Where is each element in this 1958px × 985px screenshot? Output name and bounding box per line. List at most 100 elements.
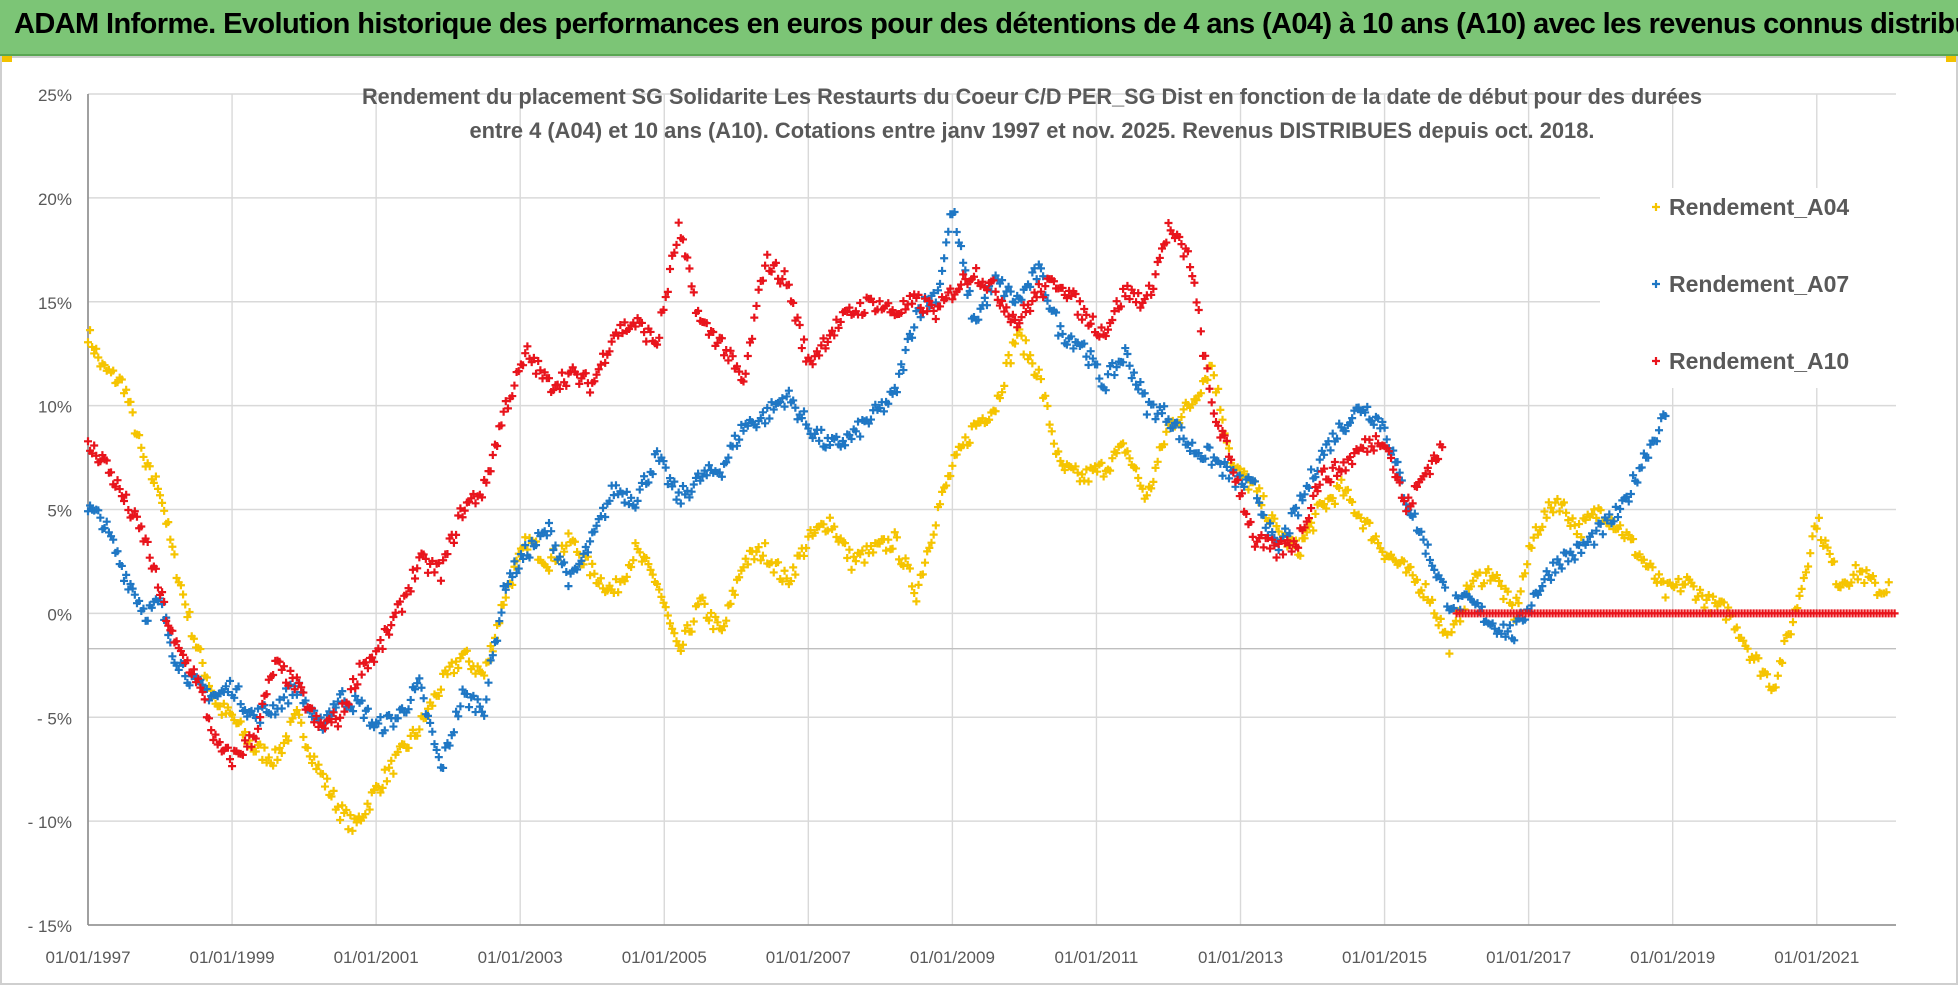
series-point: [972, 264, 981, 273]
series-point: [258, 699, 267, 708]
series-point: [1259, 492, 1268, 501]
series-point: [756, 556, 765, 565]
series-point: [352, 818, 361, 827]
series-point: [995, 394, 1004, 403]
series-point: [1339, 491, 1348, 500]
series-point: [1125, 295, 1134, 304]
series-point: [936, 500, 945, 509]
series-point: [436, 685, 445, 694]
series-point: [573, 565, 582, 574]
series-point: [357, 696, 366, 705]
series-point: [1629, 471, 1638, 480]
series-point: [1882, 588, 1891, 597]
series-point: [454, 511, 463, 520]
series-point: [1445, 649, 1454, 658]
series-point: [1080, 305, 1089, 314]
series-point: [769, 405, 778, 414]
series-point: [100, 361, 109, 370]
series-point: [704, 461, 713, 470]
series-point: [821, 443, 830, 452]
series-point: [1164, 219, 1173, 228]
series-point: [1549, 558, 1558, 567]
series-point: [1339, 458, 1348, 467]
series-point: [1121, 344, 1130, 353]
series-point: [1158, 409, 1166, 418]
series-point: [1155, 253, 1164, 262]
series-point: [663, 480, 672, 489]
series-point: [94, 506, 103, 515]
series-point: [1544, 571, 1553, 580]
series-point: [164, 518, 173, 527]
series-point: [1261, 523, 1270, 532]
series-point: [88, 449, 97, 458]
series-point: [806, 526, 815, 535]
series-point: [1266, 519, 1275, 528]
series-point: [1188, 400, 1197, 409]
series-point: [825, 513, 834, 522]
series-point: [1205, 443, 1214, 452]
series-point: [1116, 302, 1125, 311]
series-point: [395, 597, 404, 606]
series-point: [1356, 514, 1365, 523]
series-point: [1201, 351, 1210, 360]
series-point: [432, 745, 441, 754]
series-point: [1592, 526, 1601, 535]
series-point: [363, 664, 372, 673]
series-point: [620, 498, 629, 507]
series-point: [590, 527, 599, 536]
series-point: [780, 566, 789, 575]
series-point: [465, 657, 474, 666]
series-point: [1358, 444, 1367, 453]
series-point: [102, 517, 111, 526]
series-point: [1646, 440, 1655, 449]
series-point: [1209, 409, 1218, 418]
series-point: [942, 481, 951, 490]
series-point: [1294, 543, 1303, 552]
series-point: [98, 451, 107, 460]
series-point: [312, 711, 321, 720]
series-point: [1162, 427, 1171, 436]
y-tick-label: - 10%: [28, 813, 72, 832]
series-point: [521, 541, 530, 550]
series-point: [1315, 455, 1324, 464]
series-point: [1168, 423, 1177, 432]
series-point: [1041, 282, 1050, 291]
series-point: [1419, 535, 1428, 544]
series-point: [398, 607, 407, 616]
series-point: [1689, 582, 1698, 591]
series-point: [323, 774, 332, 783]
series-point: [122, 490, 131, 499]
series-point: [1884, 578, 1893, 587]
series-point: [109, 535, 118, 544]
series-point: [653, 579, 662, 588]
series-point: [1709, 592, 1718, 601]
series-point: [545, 518, 554, 527]
series-point: [1421, 580, 1430, 589]
series-point: [1890, 609, 1899, 618]
series-point: [439, 556, 448, 565]
series-point: [404, 743, 413, 752]
series-point: [908, 299, 917, 308]
series-point: [631, 503, 640, 512]
series-point: [726, 599, 735, 608]
series-point: [1473, 599, 1482, 608]
x-tick-label: 01/01/2005: [622, 948, 707, 967]
series-point: [1551, 568, 1560, 577]
series-point: [1756, 671, 1765, 680]
series-point: [1017, 295, 1026, 304]
series-point: [198, 688, 207, 697]
series-point: [936, 302, 945, 311]
series-point: [271, 745, 280, 754]
x-tick-label: 01/01/2013: [1198, 948, 1283, 967]
series-point: [1704, 590, 1713, 599]
series-point: [1119, 439, 1128, 448]
series-point: [914, 290, 923, 299]
series-point: [1538, 582, 1547, 591]
series-point: [713, 618, 722, 627]
series-point: [998, 296, 1007, 305]
series-point: [151, 564, 160, 573]
series-point: [672, 637, 681, 646]
series-point: [286, 666, 295, 675]
series-point: [758, 551, 767, 560]
series-point: [238, 750, 247, 759]
